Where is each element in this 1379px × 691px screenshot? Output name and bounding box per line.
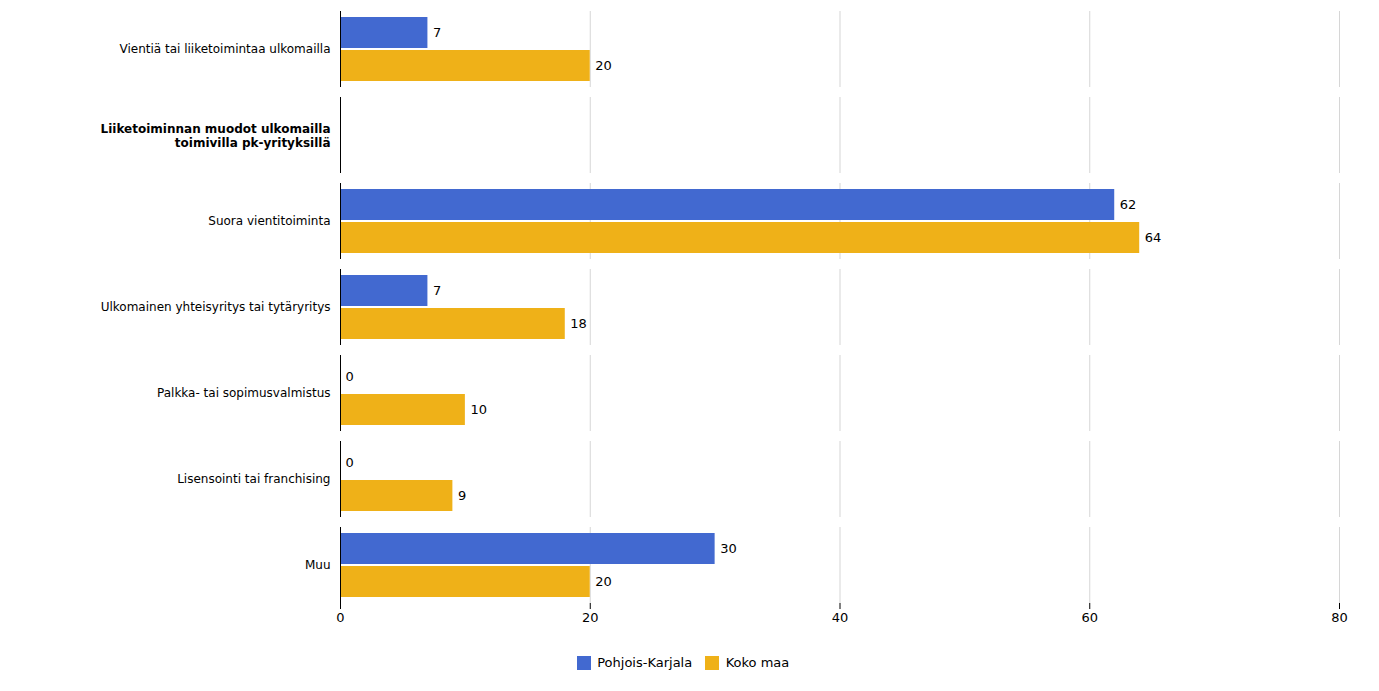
svg-text:18: 18 <box>570 316 587 331</box>
svg-text:80: 80 <box>1331 610 1348 625</box>
svg-text:7: 7 <box>433 25 441 40</box>
svg-text:Ulkomainen yhteisyritys tai ty: Ulkomainen yhteisyritys tai tytäryritys <box>101 300 331 314</box>
svg-text:Liiketoiminnan muodot ulkomail: Liiketoiminnan muodot ulkomaillatoimivil… <box>101 122 331 150</box>
svg-text:9: 9 <box>458 488 466 503</box>
svg-text:Muu: Muu <box>305 558 331 572</box>
svg-text:62: 62 <box>1120 197 1137 212</box>
svg-text:64: 64 <box>1145 230 1162 245</box>
svg-text:Lisensointi tai franchising: Lisensointi tai franchising <box>177 472 330 486</box>
svg-text:60: 60 <box>1081 610 1098 625</box>
svg-text:Suora vientitoiminta: Suora vientitoiminta <box>208 214 330 228</box>
svg-text:0: 0 <box>346 455 354 470</box>
svg-text:0: 0 <box>346 369 354 384</box>
svg-text:Palkka- tai sopimusvalmistus: Palkka- tai sopimusvalmistus <box>157 386 331 400</box>
html-text:Pohjois-Karjala: Pohjois-Karjala <box>597 655 693 670</box>
svg-text:40: 40 <box>832 610 849 625</box>
html-text:Koko maa: Koko maa <box>725 655 790 670</box>
svg-text:Vientiä tai liiketoimintaa ulk: Vientiä tai liiketoimintaa ulkomailla <box>119 42 330 56</box>
svg-text:10: 10 <box>470 402 487 417</box>
svg-text:20: 20 <box>595 574 612 589</box>
svg-text:0: 0 <box>336 610 344 625</box>
svg-text:30: 30 <box>720 541 737 556</box>
svg-text:20: 20 <box>582 610 599 625</box>
svg-text:20: 20 <box>595 58 612 73</box>
svg-text:7: 7 <box>433 283 441 298</box>
